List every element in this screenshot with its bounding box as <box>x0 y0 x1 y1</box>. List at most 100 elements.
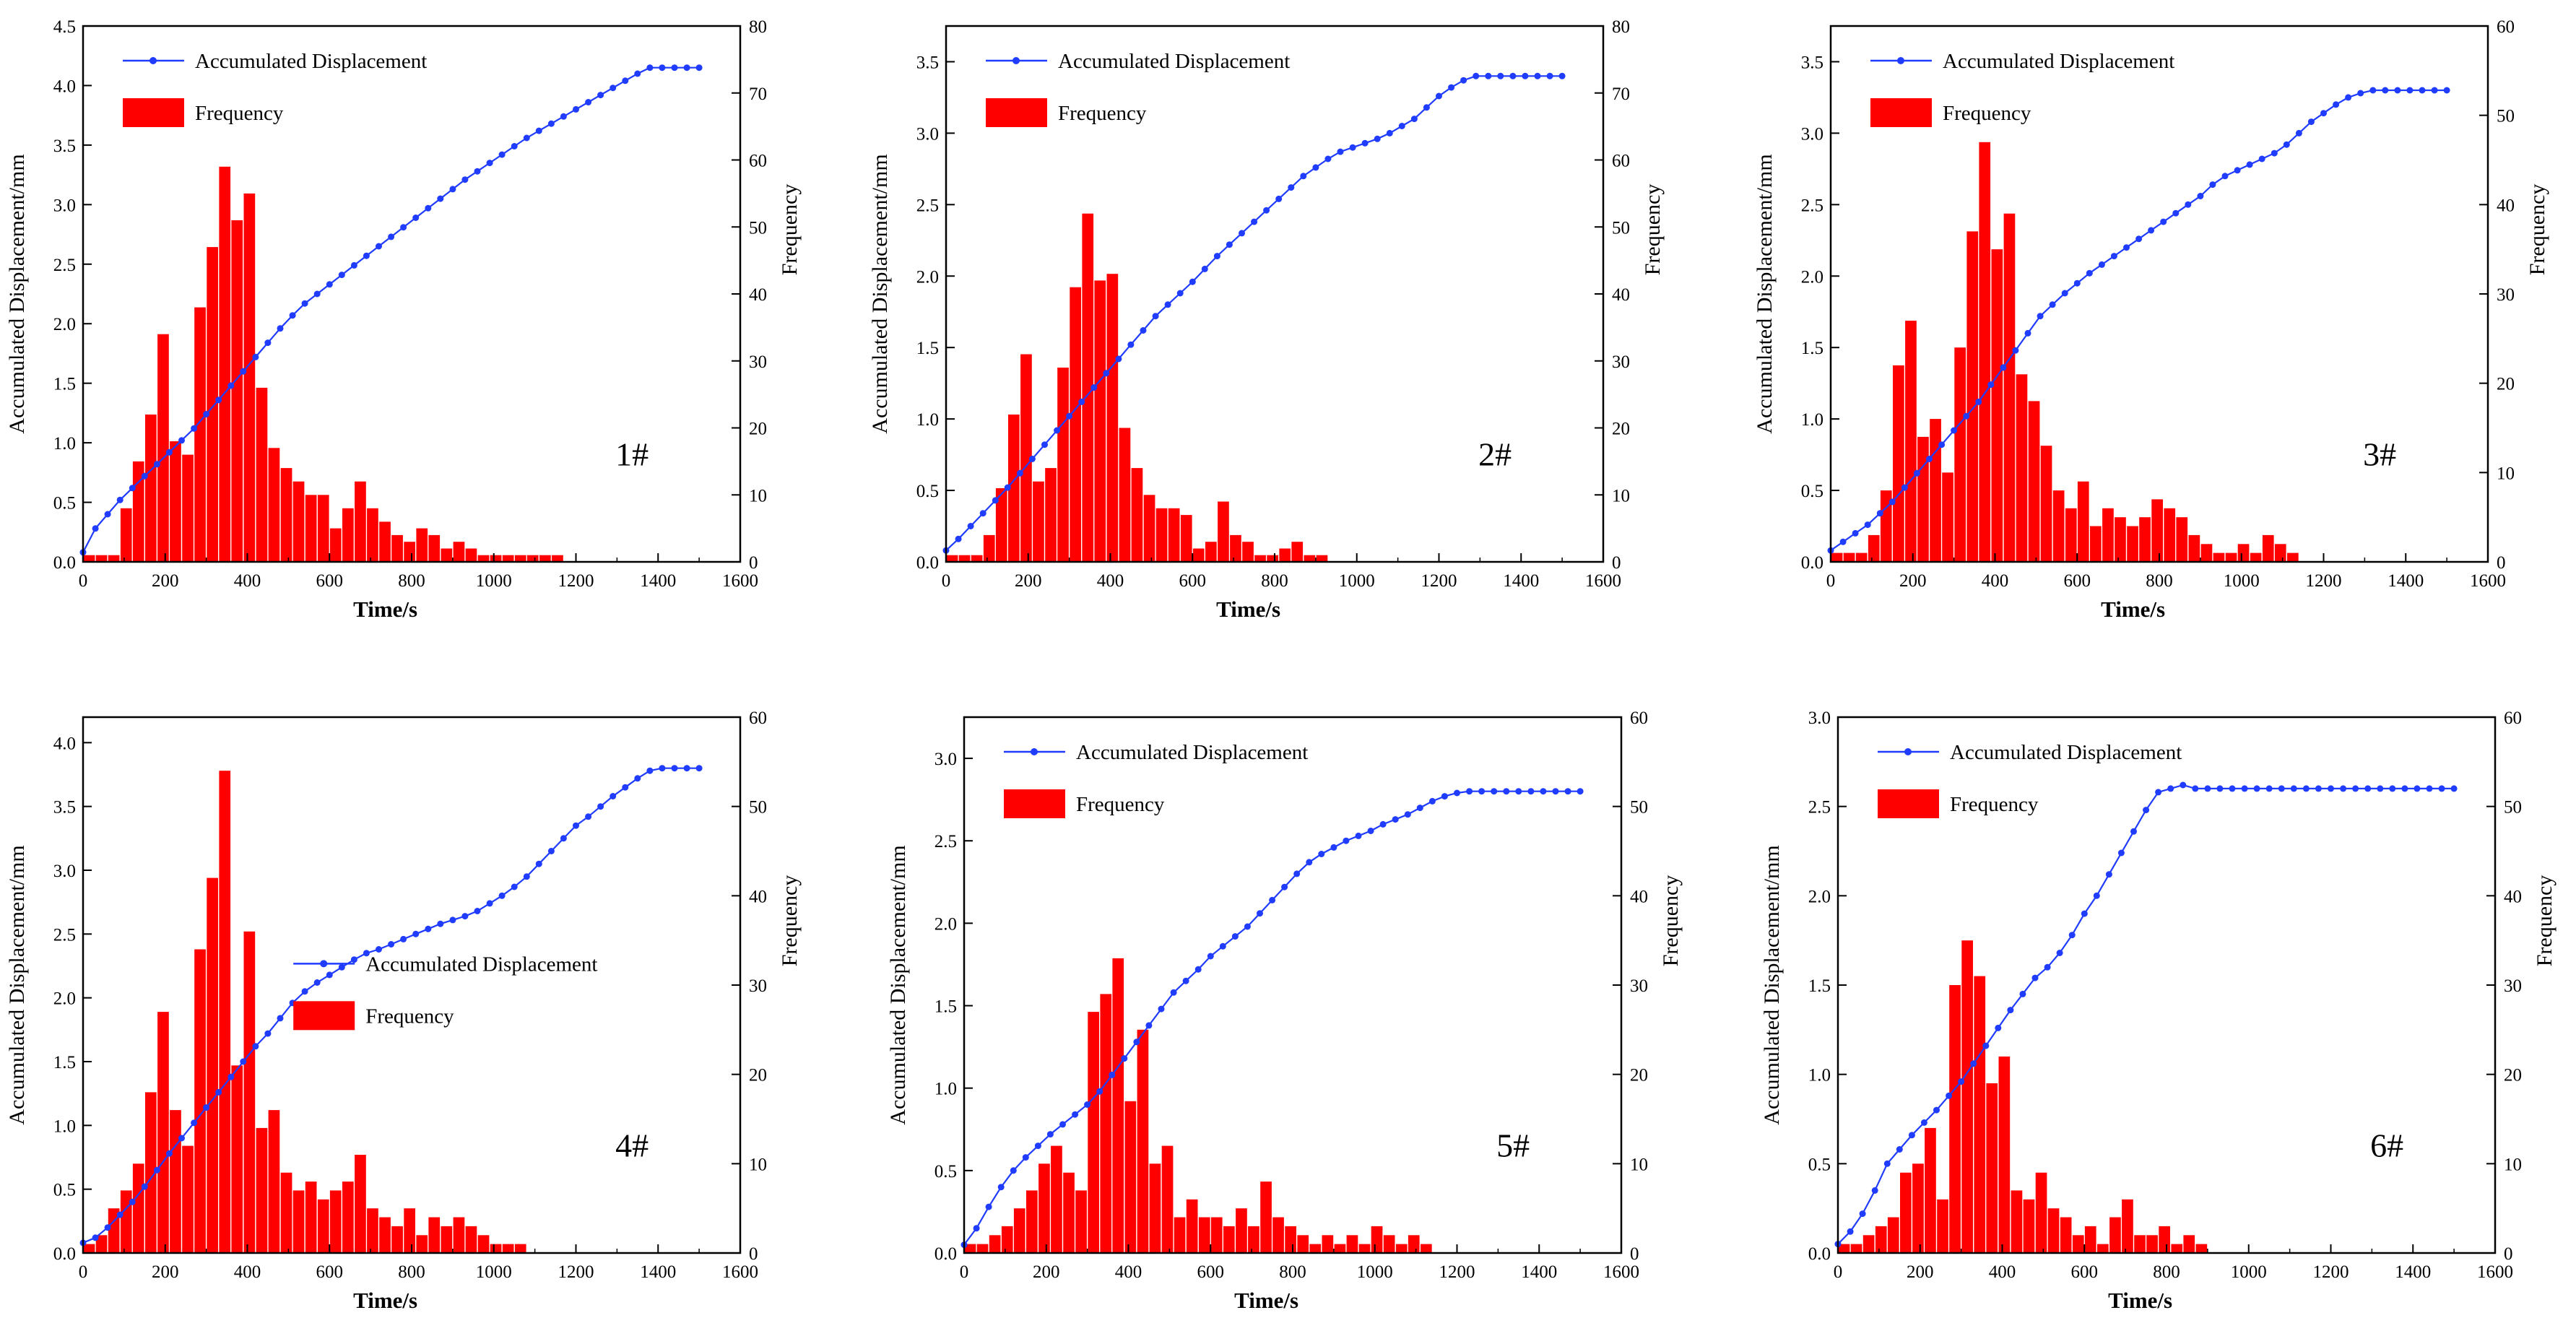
displacement-point <box>1859 1210 1866 1218</box>
y-left-tick-label: 2.0 <box>934 914 957 934</box>
displacement-point <box>104 511 111 518</box>
displacement-point <box>2135 235 2143 243</box>
displacement-point <box>2320 110 2327 117</box>
y-right-tick-label: 50 <box>2497 107 2515 126</box>
displacement-point <box>1004 484 1011 491</box>
x-tick-label: 0 <box>942 571 951 591</box>
frequency-bar <box>1124 1101 1137 1253</box>
displacement-point <box>1318 851 1325 857</box>
frequency-bar <box>1223 1226 1235 1253</box>
frequency-bar <box>1180 515 1192 562</box>
displacement-point <box>585 99 592 105</box>
y-left-tick-label: 2.0 <box>916 267 939 287</box>
displacement-point <box>116 1211 123 1218</box>
displacement-point <box>338 272 345 279</box>
frequency-bar <box>367 508 378 562</box>
displacement-point <box>1386 129 1393 136</box>
displacement-point <box>659 765 666 772</box>
frequency-bar <box>514 555 526 562</box>
frequency-bar <box>964 1244 976 1253</box>
displacement-point <box>1558 72 1566 79</box>
frequency-bar <box>231 1065 243 1253</box>
displacement-point <box>1109 1071 1116 1078</box>
displacement-point <box>2340 785 2347 792</box>
displacement-point <box>1337 148 1344 155</box>
frequency-bar <box>305 1182 317 1253</box>
displacement-point <box>1176 290 1184 297</box>
displacement-point <box>178 437 185 444</box>
y-left-tick-label: 1.5 <box>53 1053 76 1072</box>
frequency-bar <box>1942 472 1953 562</box>
displacement-point <box>2401 785 2408 792</box>
displacement-point <box>437 920 444 927</box>
frequency-bar <box>194 949 206 1253</box>
y-right-tick-label: 60 <box>2497 17 2515 37</box>
displacement-point <box>141 472 148 480</box>
legend-bar-label: Frequency <box>195 102 284 125</box>
displacement-point <box>2352 785 2359 792</box>
x-axis-label: Time/s <box>353 597 417 622</box>
frequency-bar <box>490 555 502 562</box>
frequency-bar <box>2077 481 2089 562</box>
displacement-point <box>1398 123 1405 129</box>
y-right-tick-label: 10 <box>749 486 767 506</box>
y-left-tick-label: 0.5 <box>53 1181 76 1200</box>
legend-line-marker <box>1012 57 1020 64</box>
displacement-point <box>1920 1119 1927 1126</box>
y-left-tick-label: 1.5 <box>53 375 76 394</box>
y-right-tick-label: 50 <box>1612 218 1630 238</box>
displacement-point <box>425 925 432 932</box>
displacement-point <box>2302 785 2310 792</box>
frequency-bar <box>231 220 243 562</box>
displacement-point <box>2073 279 2081 287</box>
displacement-point <box>498 892 506 899</box>
frequency-bar <box>145 415 157 562</box>
y-left-tick-label: 3.0 <box>934 750 957 769</box>
y-left-tick-label: 1.5 <box>1801 339 1823 358</box>
frequency-bar <box>1937 1199 1948 1253</box>
displacement-point <box>1933 1106 1940 1114</box>
displacement-point <box>1428 797 1436 805</box>
y-right-tick-label: 30 <box>1630 976 1648 996</box>
y-left-tick-label: 0.5 <box>1801 482 1823 501</box>
displacement-point <box>1876 510 1883 517</box>
frequency-bar <box>1100 994 1112 1253</box>
displacement-point <box>252 353 259 360</box>
displacement-point <box>2241 785 2248 792</box>
displacement-point <box>2333 101 2340 108</box>
y-left-tick-label: 0.0 <box>934 1244 957 1264</box>
displacement-point <box>2068 932 2076 939</box>
frequency-bar <box>194 307 206 562</box>
displacement-point <box>1839 538 1847 545</box>
frequency-bar <box>292 481 305 562</box>
displacement-point <box>2406 87 2414 94</box>
y-left-tick-label: 3.0 <box>1808 708 1831 728</box>
frequency-bar <box>1850 1244 1862 1253</box>
y-right-tick-label: 20 <box>749 420 767 439</box>
displacement-point <box>1170 989 1177 996</box>
frequency-bar <box>1045 468 1057 562</box>
y-left-tick-label: 1.0 <box>934 1080 957 1099</box>
y-right-tick-label: 50 <box>1630 798 1648 818</box>
displacement-point <box>2024 329 2031 337</box>
displacement-point <box>2438 785 2445 792</box>
displacement-point <box>313 979 321 986</box>
frequency-bar <box>292 1190 305 1253</box>
displacement-point <box>1066 412 1073 420</box>
displacement-point <box>979 510 986 517</box>
y-right-tick-label: 0 <box>2497 553 2506 573</box>
displacement-point <box>1189 278 1196 285</box>
frequency-bar <box>145 1092 157 1253</box>
displacement-point <box>1140 327 1147 334</box>
frequency-bar <box>1285 1226 1296 1253</box>
frequency-bar <box>170 1110 181 1253</box>
y-left-tick-label: 0.0 <box>1801 553 1823 573</box>
displacement-point <box>671 64 678 71</box>
displacement-point <box>1534 72 1541 79</box>
displacement-point <box>1896 1146 1903 1153</box>
y-left-tick-label: 2.5 <box>53 256 76 275</box>
displacement-point <box>2216 785 2224 792</box>
x-tick-label: 1000 <box>476 571 512 591</box>
displacement-point <box>264 1030 272 1037</box>
x-axis-label: Time/s <box>353 1288 417 1313</box>
